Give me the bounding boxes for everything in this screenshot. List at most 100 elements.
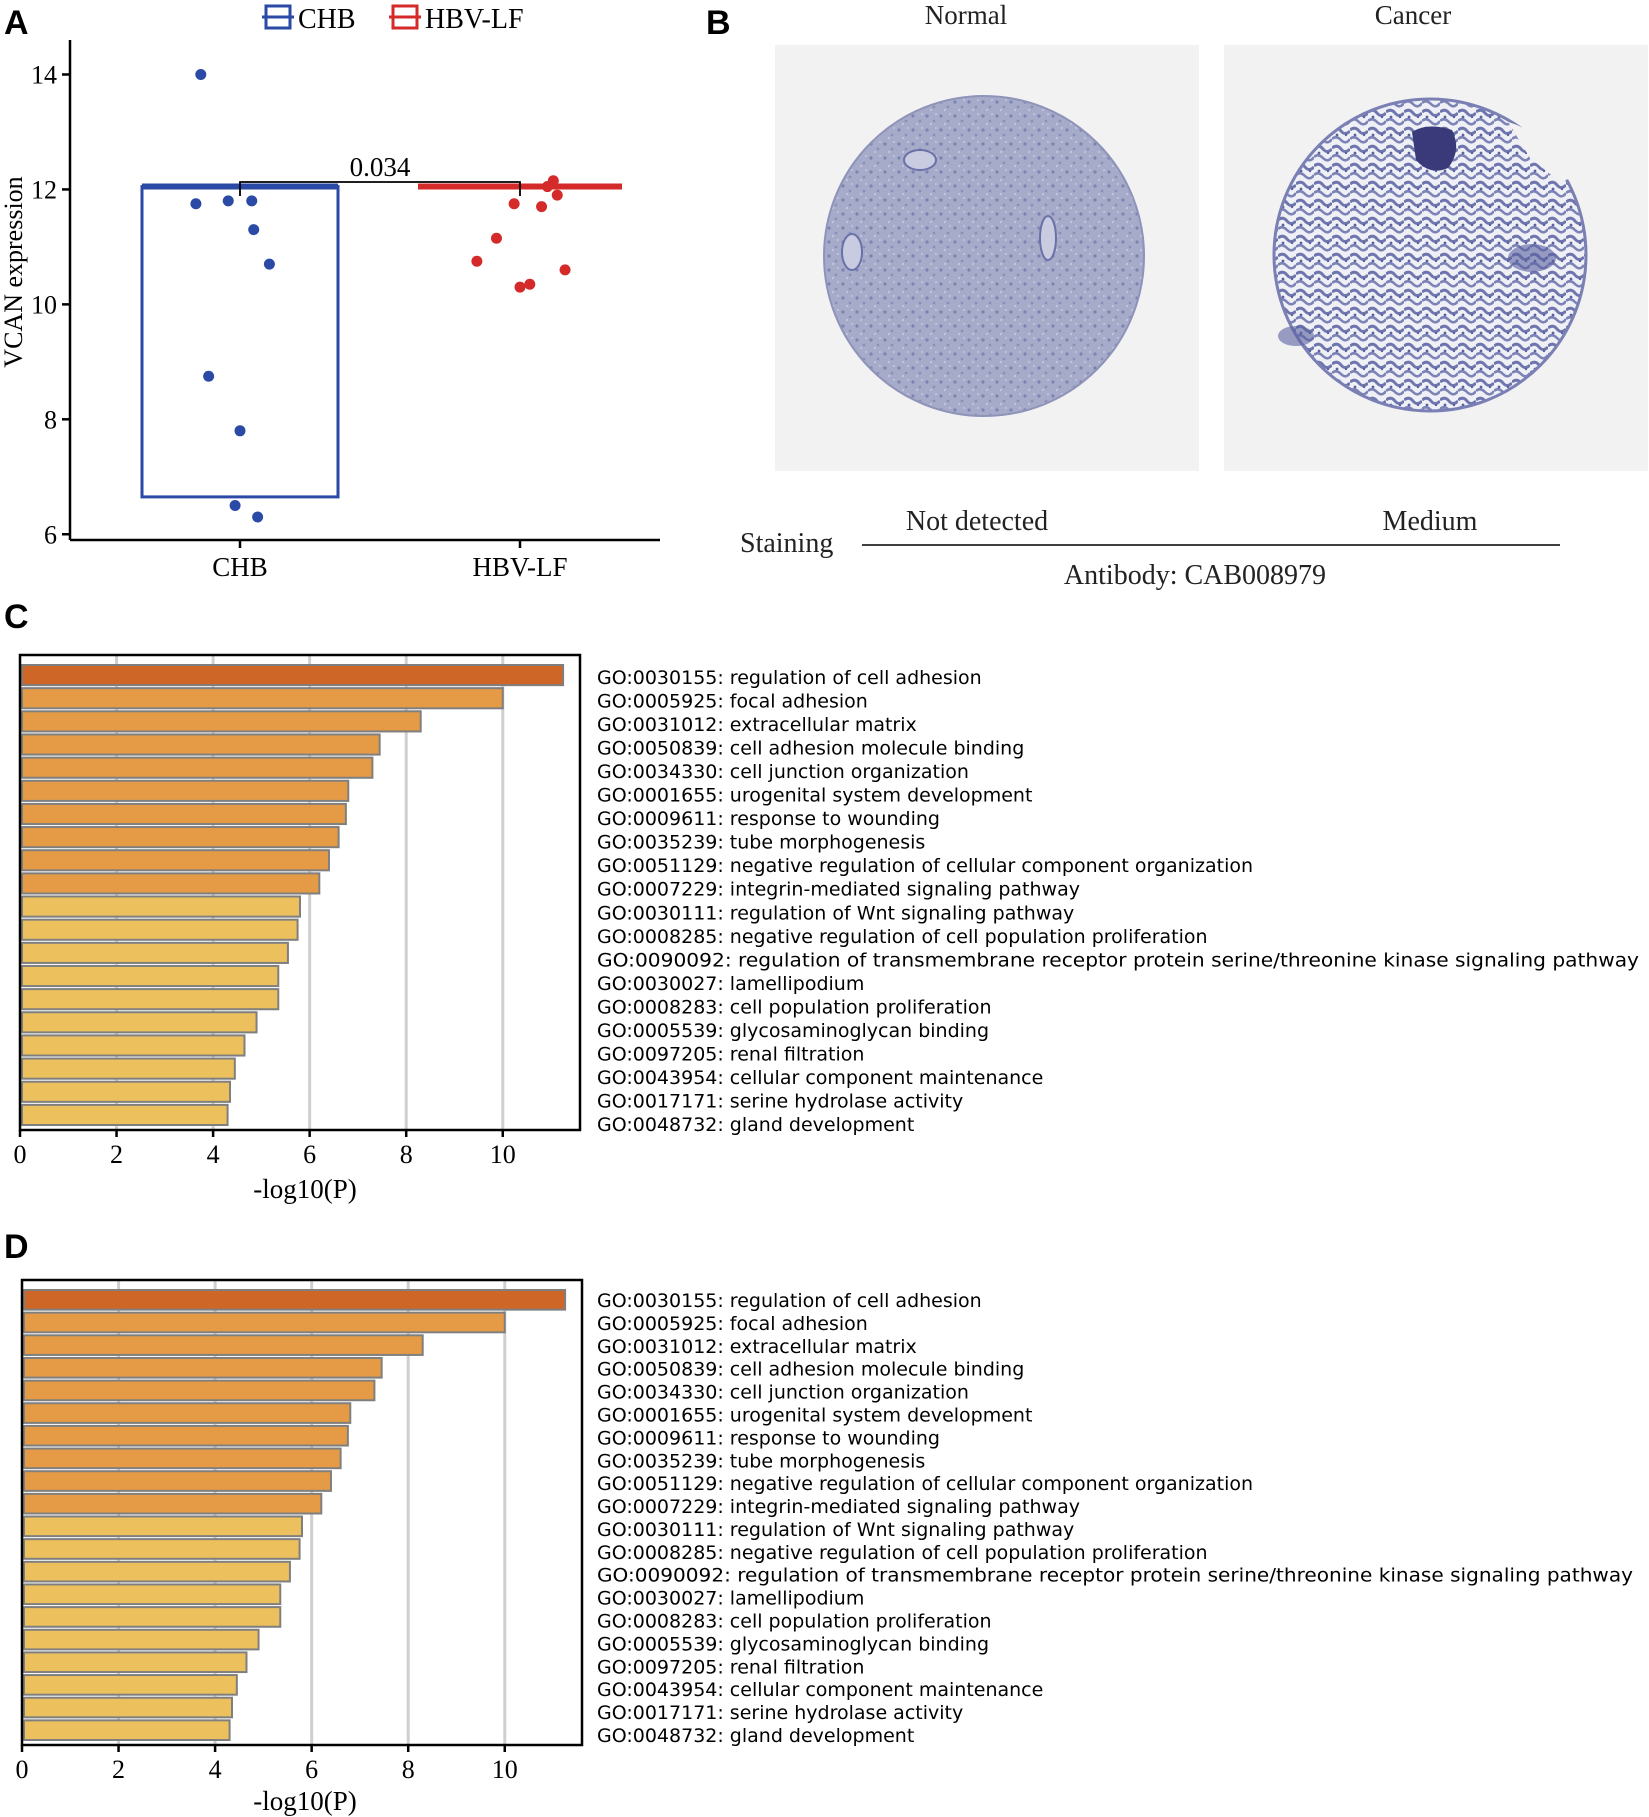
x-tick-label-D-10: 10 (492, 1755, 518, 1784)
dark-stain-region (1412, 126, 1457, 171)
bar-chart-d: 0 2 4 6 8 10 GO:0030155: regulation of cell ad… (16, 1278, 1633, 1784)
bar-C-14 (21, 988, 280, 1011)
tissue-gap-cancer (1508, 122, 1580, 182)
point-0-7 (234, 425, 246, 437)
plot-frame-D (20, 1278, 584, 1747)
bar-D-15 (23, 1628, 260, 1651)
x-tick-label-C-6: 6 (303, 1140, 316, 1169)
bar-D-1 (23, 1311, 506, 1334)
bar-D-3 (23, 1356, 383, 1379)
bar-label-C-2: GO:0031012: extracellular matrix (597, 714, 917, 736)
bar-label-C-3: GO:0050839: cell adhesion molecule bindi… (597, 738, 1024, 760)
x-tick-label-D-0: 0 (16, 1755, 29, 1784)
legend-item-chb: CHB (262, 4, 356, 35)
tissue-core-cancer (1272, 97, 1588, 413)
point-1-2 (551, 189, 563, 201)
bar-C-18 (21, 1080, 231, 1103)
bar-label-D-4: GO:0034330: cell junction organization (597, 1382, 969, 1404)
x-tick-label-a-1: HBV-LF (472, 552, 567, 582)
bar-label-D-0: GO:0030155: regulation of cell adhesion (597, 1290, 982, 1312)
bar-label-C-6: GO:0009611: response to wounding (597, 808, 940, 830)
x-tick-label-C-0: 0 (14, 1140, 27, 1169)
bar-C-12 (21, 941, 289, 964)
bar-label-D-13: GO:0030027: lamellipodium (597, 1588, 864, 1610)
bar-D-10 (23, 1515, 303, 1538)
legend-label-chb: CHB (298, 4, 356, 35)
bar-C-11 (21, 918, 299, 941)
col-title-normal: Normal (925, 0, 1007, 30)
bar-label-D-19: GO:0048732: gland development (597, 1725, 914, 1747)
bar-D-12 (23, 1560, 291, 1583)
bar-D-7 (23, 1447, 342, 1470)
staining-cancer-value: Medium (1383, 506, 1478, 537)
bar-C-8 (21, 849, 330, 872)
bar-D-11 (23, 1538, 301, 1560)
panel-letter-d: D (4, 1228, 29, 1266)
bar-label-C-13: GO:0030027: lamellipodium (597, 973, 864, 995)
legend-label-hbvlf: HBV-LF (425, 4, 524, 35)
point-0-8 (229, 500, 241, 512)
point-0-5 (263, 258, 275, 270)
panel-letter-b: B (706, 4, 731, 42)
bar-label-D-8: GO:0051129: negative regulation of cellu… (597, 1473, 1253, 1495)
bar-label-C-14: GO:0008283: cell population proliferatio… (597, 996, 992, 1018)
x-tick-label-C-10: 10 (490, 1140, 516, 1169)
panel-letter-a: A (4, 4, 29, 42)
bar-label-C-11: GO:0008285: negative regulation of cell … (597, 926, 1208, 948)
plot-frame-C (18, 653, 582, 1132)
y-tick-label-a-6: 6 (44, 520, 57, 549)
bar-C-10 (21, 895, 301, 918)
bar-label-C-0: GO:0030155: regulation of cell adhesion (597, 667, 982, 689)
vessel-normal-3 (1039, 215, 1057, 261)
bar-label-C-12: GO:0090092: regulation of transmembrane … (597, 949, 1639, 971)
antibody-label: Antibody: CAB008979 (1064, 560, 1326, 591)
bar-D-14 (23, 1606, 282, 1628)
point-1-4 (536, 201, 548, 213)
bar-D-5 (23, 1402, 352, 1424)
bar-D-18 (23, 1696, 233, 1719)
bar-label-D-3: GO:0050839: cell adhesion molecule bindi… (597, 1359, 1024, 1381)
x-tick-label-D-2: 2 (112, 1755, 125, 1784)
bar-C-5 (21, 779, 350, 802)
bar-chart-c: 0 2 4 6 8 10 GO:0030155: regulation of cell ad… (14, 653, 1639, 1169)
bar-D-2 (23, 1334, 424, 1356)
x-tick-label-D-4: 4 (209, 1755, 222, 1784)
bar-label-D-16: GO:0097205: renal filtration (597, 1656, 864, 1678)
bar-D-8 (23, 1470, 332, 1492)
bar-D-9 (23, 1492, 323, 1515)
tissue-core-normal (823, 95, 1145, 417)
point-1-8 (524, 278, 536, 290)
bar-D-13 (23, 1583, 282, 1606)
bar-C-16 (21, 1034, 246, 1057)
col-title-cancer: Cancer (1375, 0, 1451, 30)
plot-area-a: 0.034 (140, 68, 622, 523)
bar-label-C-16: GO:0097205: renal filtration (597, 1043, 864, 1065)
legend-item-hbvlf: HBV-LF (389, 4, 524, 35)
bar-label-D-12: GO:0090092: regulation of transmembrane … (597, 1565, 1633, 1587)
point-1-6 (471, 255, 483, 267)
vessel-normal-2 (841, 233, 863, 271)
bar-C-9 (21, 872, 321, 895)
bar-label-C-10: GO:0030111: regulation of Wnt signaling … (597, 902, 1074, 924)
bar-C-1 (21, 687, 504, 710)
bar-D-6 (23, 1424, 349, 1447)
x-tick-label-C-2: 2 (110, 1140, 123, 1169)
xlabel-c: -log10(P) (253, 1174, 357, 1204)
point-0-9 (252, 511, 264, 523)
point-1-1 (541, 181, 553, 193)
bar-C-3 (21, 733, 381, 756)
box-0 (140, 185, 340, 499)
bar-label-D-6: GO:0009611: response to wounding (597, 1427, 940, 1449)
tissue-image-normal (775, 45, 1199, 471)
bar-label-C-9: GO:0007229: integrin-mediated signaling … (597, 879, 1080, 901)
bar-D-16 (23, 1651, 248, 1674)
bar-label-D-7: GO:0035239: tube morphogenesis (597, 1450, 925, 1472)
point-0-6 (203, 370, 215, 382)
stain-region-2 (1508, 244, 1556, 272)
point-0-1 (190, 198, 202, 210)
bar-D-17 (23, 1674, 238, 1696)
y-tick-label-a-12: 12 (31, 175, 57, 204)
bar-label-D-15: GO:0005539: glycosaminoglycan binding (597, 1633, 989, 1655)
point-1-3 (508, 198, 520, 210)
